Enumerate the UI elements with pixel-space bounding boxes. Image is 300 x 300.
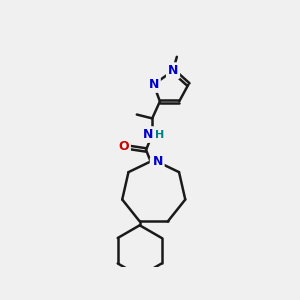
Text: N: N xyxy=(152,155,163,168)
Text: N: N xyxy=(148,78,159,91)
Text: N: N xyxy=(142,128,153,141)
Text: H: H xyxy=(155,130,164,140)
Text: N: N xyxy=(168,64,178,77)
Text: O: O xyxy=(118,140,129,153)
Text: N: N xyxy=(152,159,162,172)
